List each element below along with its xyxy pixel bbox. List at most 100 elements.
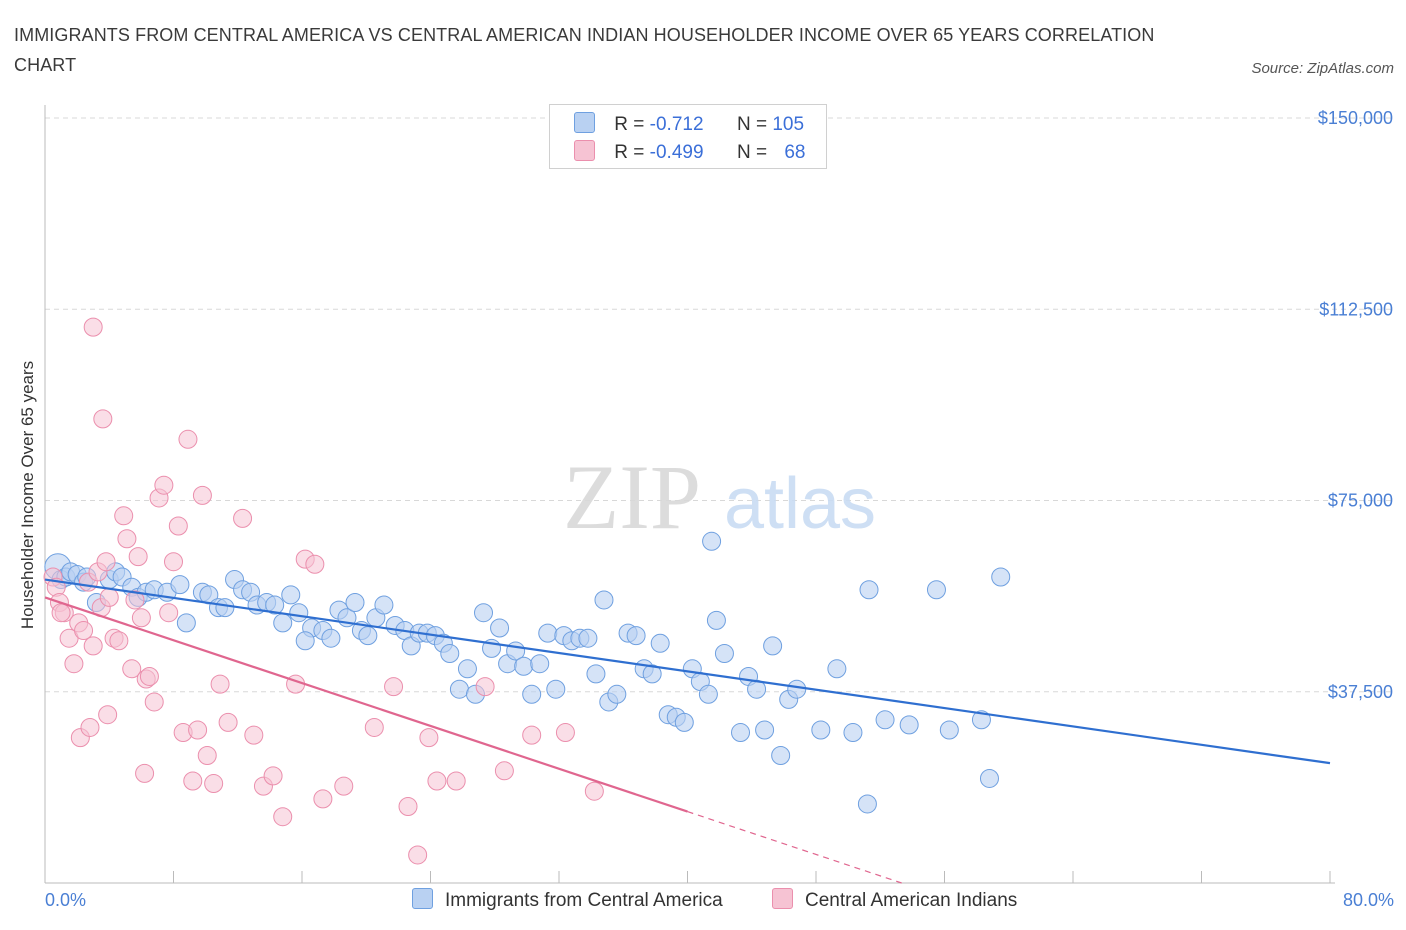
legend-row-pink: R = -0.499 N = 68 xyxy=(574,140,805,166)
point-central-american-indians xyxy=(188,720,208,740)
point-immigrants-from-central-america xyxy=(530,654,550,674)
point-central-american-indians xyxy=(131,608,151,628)
legend-n-value: 68 xyxy=(784,142,806,163)
point-immigrants-from-central-america xyxy=(321,628,341,648)
point-immigrants-from-central-america xyxy=(859,580,879,600)
legend: R = -0.712 N = 105 R = -0.499 N = 68 xyxy=(549,104,827,169)
series-legend-item-pink: Central American Indians xyxy=(772,888,1017,912)
trend-line-immigrants-from-central-america xyxy=(44,578,1331,765)
legend-r-value: -0.712 xyxy=(649,114,704,135)
point-immigrants-from-central-america xyxy=(626,626,646,646)
point-central-american-indians xyxy=(80,717,100,737)
point-immigrants-from-central-america xyxy=(899,715,919,735)
point-immigrants-from-central-america xyxy=(490,618,510,638)
point-central-american-indians xyxy=(522,725,542,745)
legend-n-value: 105 xyxy=(772,114,805,135)
point-immigrants-from-central-america xyxy=(642,664,662,684)
point-central-american-indians xyxy=(64,654,84,674)
point-immigrants-from-central-america xyxy=(755,720,775,740)
series-legend-swatch-pink xyxy=(772,888,793,909)
point-central-american-indians xyxy=(494,761,514,781)
point-central-american-indians xyxy=(408,845,428,865)
point-immigrants-from-central-america xyxy=(979,768,999,788)
series-legend-swatch-blue xyxy=(412,888,433,909)
y-tick-label: $75,000 xyxy=(1328,491,1393,511)
point-central-american-indians xyxy=(192,485,212,505)
point-immigrants-from-central-america xyxy=(926,580,946,600)
point-immigrants-from-central-america xyxy=(714,644,734,663)
watermark-atlas: atlas xyxy=(724,464,876,544)
point-immigrants-from-central-america xyxy=(706,610,726,630)
x-tick-label-max: 80.0% xyxy=(1342,890,1394,910)
point-central-american-indians xyxy=(364,717,384,737)
point-immigrants-from-central-america xyxy=(857,794,877,814)
point-central-american-indians xyxy=(210,674,230,694)
point-central-american-indians xyxy=(159,603,179,623)
point-central-american-indians xyxy=(117,529,137,549)
point-immigrants-from-central-america xyxy=(474,603,494,623)
point-central-american-indians xyxy=(135,763,155,783)
legend-swatch-blue xyxy=(574,112,595,133)
series-legend: Immigrants from Central America Central … xyxy=(0,888,1406,916)
point-immigrants-from-central-america xyxy=(522,684,542,704)
point-central-american-indians xyxy=(555,723,575,743)
point-immigrants-from-central-america xyxy=(594,590,614,610)
chart-title: IMMIGRANTS FROM CENTRAL AMERICA VS CENTR… xyxy=(14,25,1155,75)
point-central-american-indians xyxy=(427,771,447,791)
watermark-zip: ZIP xyxy=(563,446,701,548)
series-legend-label-blue: Immigrants from Central America xyxy=(445,890,723,911)
point-immigrants-from-central-america xyxy=(170,575,190,595)
y-tick-label: $112,500 xyxy=(1319,299,1393,319)
point-central-american-indians xyxy=(244,725,264,745)
y-tick-label: $37,500 xyxy=(1328,682,1393,702)
point-immigrants-from-central-america xyxy=(265,595,285,615)
axes xyxy=(44,105,1335,884)
point-central-american-indians xyxy=(98,705,118,725)
point-immigrants-from-central-america xyxy=(827,659,847,679)
point-central-american-indians xyxy=(154,475,174,495)
point-immigrants-from-central-america xyxy=(991,567,1011,587)
point-immigrants-from-central-america xyxy=(440,644,460,663)
point-immigrants-from-central-america xyxy=(771,746,791,765)
point-immigrants-from-central-america xyxy=(176,613,196,633)
point-central-american-indians xyxy=(114,506,134,526)
legend-n-label: N = xyxy=(736,114,773,135)
point-immigrants-from-central-america xyxy=(702,531,722,551)
legend-r-label: R = xyxy=(614,142,650,163)
point-immigrants-from-central-america xyxy=(731,723,751,743)
point-immigrants-from-central-america xyxy=(843,723,863,743)
y-tick-labels: $37,500 $75,000 $112,500 $150,000 xyxy=(1318,108,1393,702)
point-immigrants-from-central-america xyxy=(345,593,365,612)
point-central-american-indians xyxy=(96,552,116,572)
point-central-american-indians xyxy=(99,587,119,607)
point-immigrants-from-central-america xyxy=(811,720,831,740)
point-central-american-indians xyxy=(93,409,113,429)
point-central-american-indians xyxy=(83,317,103,337)
point-central-american-indians xyxy=(144,692,164,712)
point-central-american-indians xyxy=(74,621,94,641)
point-immigrants-from-central-america xyxy=(674,712,694,732)
point-central-american-indians xyxy=(273,807,293,827)
point-immigrants-from-central-america xyxy=(514,656,534,676)
series-legend-label-pink: Central American Indians xyxy=(805,890,1018,911)
point-central-american-indians xyxy=(183,771,203,791)
point-central-american-indians xyxy=(168,516,188,536)
point-central-american-indians xyxy=(263,766,283,786)
point-central-american-indians xyxy=(384,677,404,697)
point-central-american-indians xyxy=(334,776,354,796)
point-central-american-indians xyxy=(178,429,198,449)
point-immigrants-from-central-america xyxy=(787,679,807,699)
point-immigrants-from-central-america xyxy=(281,585,301,605)
point-central-american-indians xyxy=(139,666,159,686)
gridlines xyxy=(45,117,1395,693)
point-central-american-indians xyxy=(398,797,418,816)
point-central-american-indians xyxy=(446,771,466,791)
legend-r-label: R = xyxy=(614,114,650,135)
point-central-american-indians xyxy=(122,659,142,679)
series-central-american-indians xyxy=(43,317,604,865)
point-immigrants-from-central-america xyxy=(607,684,627,704)
point-immigrants-from-central-america xyxy=(586,664,606,684)
point-central-american-indians xyxy=(204,774,224,794)
point-central-american-indians xyxy=(164,552,183,572)
